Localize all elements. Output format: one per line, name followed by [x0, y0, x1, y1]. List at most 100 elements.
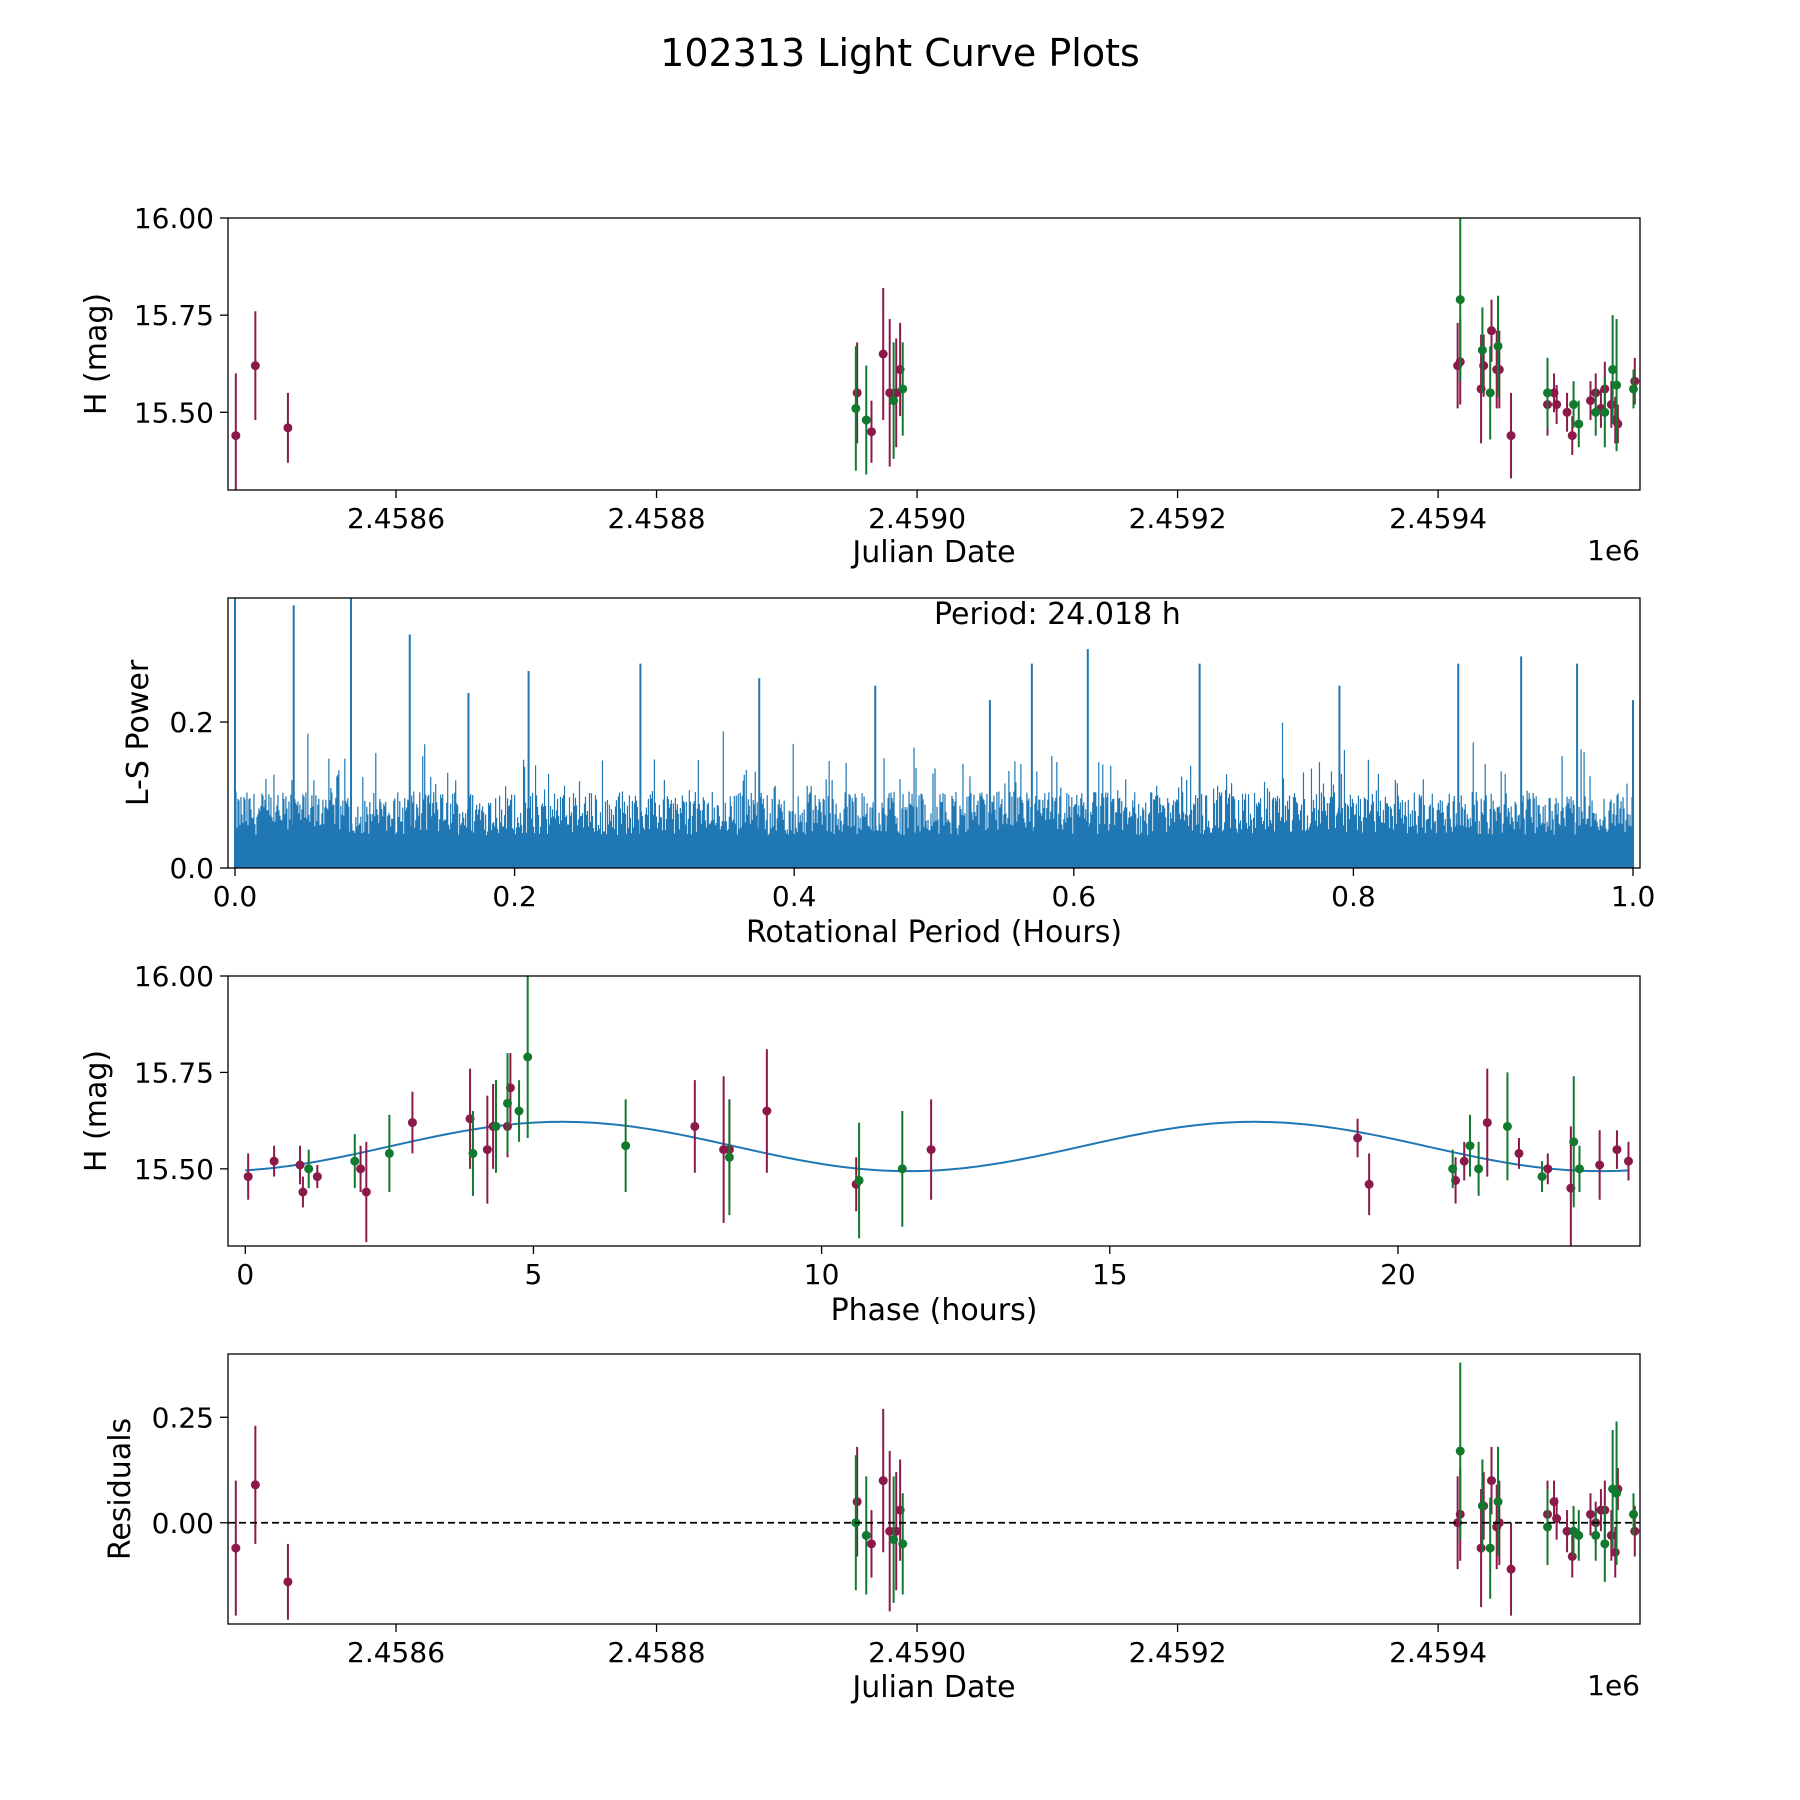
data-point — [1600, 1539, 1610, 1549]
periodogram-ylabel: L-S Power — [121, 659, 156, 806]
x-tick-label: 2.4594 — [1389, 502, 1487, 535]
x-tick-label: 0 — [236, 1258, 254, 1291]
data-point — [621, 1141, 631, 1151]
periodogram-marks — [233, 598, 1635, 868]
data-point — [1502, 1121, 1512, 1131]
data-point — [852, 1497, 862, 1507]
data-point — [250, 1480, 260, 1490]
data-point — [866, 427, 876, 437]
data-point — [1623, 1156, 1633, 1166]
data-point — [1608, 365, 1618, 375]
data-point — [861, 415, 871, 425]
data-point — [1552, 400, 1562, 410]
lightcurve-axes: 2.4586 2.4588 2.4590 2.4592 2.4594 15.50 15.75… — [134, 202, 1487, 535]
data-point — [1448, 1164, 1458, 1174]
data-point — [1487, 1476, 1497, 1486]
phased-panel: 0 5 10 15 20 15.50 15.75 16.00 Phase (hours) H … — [79, 960, 1641, 1328]
data-point — [926, 1145, 936, 1155]
x-tick-label: 5 — [525, 1258, 543, 1291]
x-tick-label: 10 — [804, 1258, 840, 1291]
data-point — [1514, 1148, 1524, 1158]
data-point — [854, 1175, 864, 1185]
x-tick-label: 2.4588 — [608, 1636, 706, 1669]
data-point — [1476, 1543, 1486, 1553]
lightcurve-panel: 2.4586 2.4588 2.4590 2.4592 2.4594 15.50 15.75… — [79, 202, 1641, 570]
x-tick-label: 2.4594 — [1389, 1636, 1487, 1669]
data-point — [1455, 295, 1465, 305]
data-point — [851, 403, 861, 413]
periodogram-panel: 0.0 0.2 0.4 0.6 0.8 1.0 0.0 0.2 Period: 24.018 … — [121, 597, 1655, 950]
data-point — [356, 1164, 366, 1174]
y-tick-label: 15.50 — [134, 396, 214, 429]
data-point — [1600, 407, 1610, 417]
x-tick-label: 2.4592 — [1129, 502, 1227, 535]
y-tick-label: 15.75 — [134, 299, 214, 332]
fit-curve — [245, 1120, 1630, 1173]
data-point — [243, 1172, 253, 1182]
data-point — [491, 1121, 501, 1131]
data-point — [407, 1118, 417, 1128]
data-point — [1353, 1133, 1363, 1143]
data-point — [1543, 1522, 1553, 1532]
data-point — [350, 1156, 360, 1166]
data-point — [312, 1172, 322, 1182]
data-point — [1574, 419, 1584, 429]
data-point — [1477, 1501, 1487, 1511]
residuals-panel: 2.4586 2.4588 2.4590 2.4592 2.4594 0.00 0.25 J… — [103, 1353, 1641, 1705]
data-point — [1574, 1164, 1584, 1174]
y-tick-label: 0.00 — [152, 1507, 214, 1540]
data-point — [885, 388, 895, 398]
data-point — [1477, 345, 1487, 355]
data-point — [889, 1535, 899, 1545]
periodogram-line — [234, 722, 1634, 868]
x-tick-label: 15 — [1092, 1258, 1128, 1291]
phased-marks — [243, 976, 1633, 1246]
data-point — [1474, 1164, 1484, 1174]
data-point — [897, 1164, 907, 1174]
data-point — [724, 1152, 734, 1162]
x-tick-label: 0.0 — [213, 880, 258, 913]
data-point — [878, 1476, 888, 1486]
data-point — [889, 396, 899, 406]
data-point — [1569, 1137, 1579, 1147]
data-point — [468, 1148, 478, 1158]
x-tick-label: 0.6 — [1052, 880, 1097, 913]
y-tick-label: 0.25 — [152, 1401, 214, 1434]
data-point — [885, 1526, 895, 1536]
x-tick-label: 2.4586 — [347, 1636, 445, 1669]
y-tick-label: 15.75 — [134, 1056, 214, 1089]
phased-frame — [227, 975, 1641, 1247]
data-point — [1455, 1446, 1465, 1456]
data-point — [514, 1106, 524, 1116]
x-tick-label: 2.4586 — [347, 502, 445, 535]
data-point — [1591, 1530, 1601, 1540]
lightcurve-marks — [231, 218, 1640, 490]
data-point — [1628, 1509, 1638, 1519]
data-point — [1494, 365, 1504, 375]
data-point — [690, 1121, 700, 1131]
residuals-offset-label: 1e6 — [1587, 1669, 1640, 1702]
data-point — [1364, 1179, 1374, 1189]
data-point — [1574, 1530, 1584, 1540]
lightcurve-ylabel: H (mag) — [79, 293, 114, 415]
data-point — [298, 1187, 308, 1197]
residuals-marks — [228, 1362, 1640, 1620]
data-point — [384, 1148, 394, 1158]
residuals-frame — [227, 1353, 1641, 1625]
data-point — [898, 384, 908, 394]
data-point — [283, 1577, 293, 1587]
y-tick-label: 0.2 — [169, 706, 214, 739]
y-tick-label: 16.00 — [134, 960, 214, 993]
data-point — [878, 349, 888, 359]
data-point — [1562, 407, 1572, 417]
data-point — [1482, 1118, 1492, 1128]
data-point — [1493, 341, 1503, 351]
data-point — [503, 1098, 513, 1108]
x-tick-label: 1.0 — [1611, 880, 1656, 913]
x-tick-label: 0.4 — [772, 880, 817, 913]
data-point — [1479, 361, 1489, 371]
data-point — [1569, 400, 1579, 410]
x-tick-label: 20 — [1380, 1258, 1416, 1291]
data-point — [1493, 1497, 1503, 1507]
